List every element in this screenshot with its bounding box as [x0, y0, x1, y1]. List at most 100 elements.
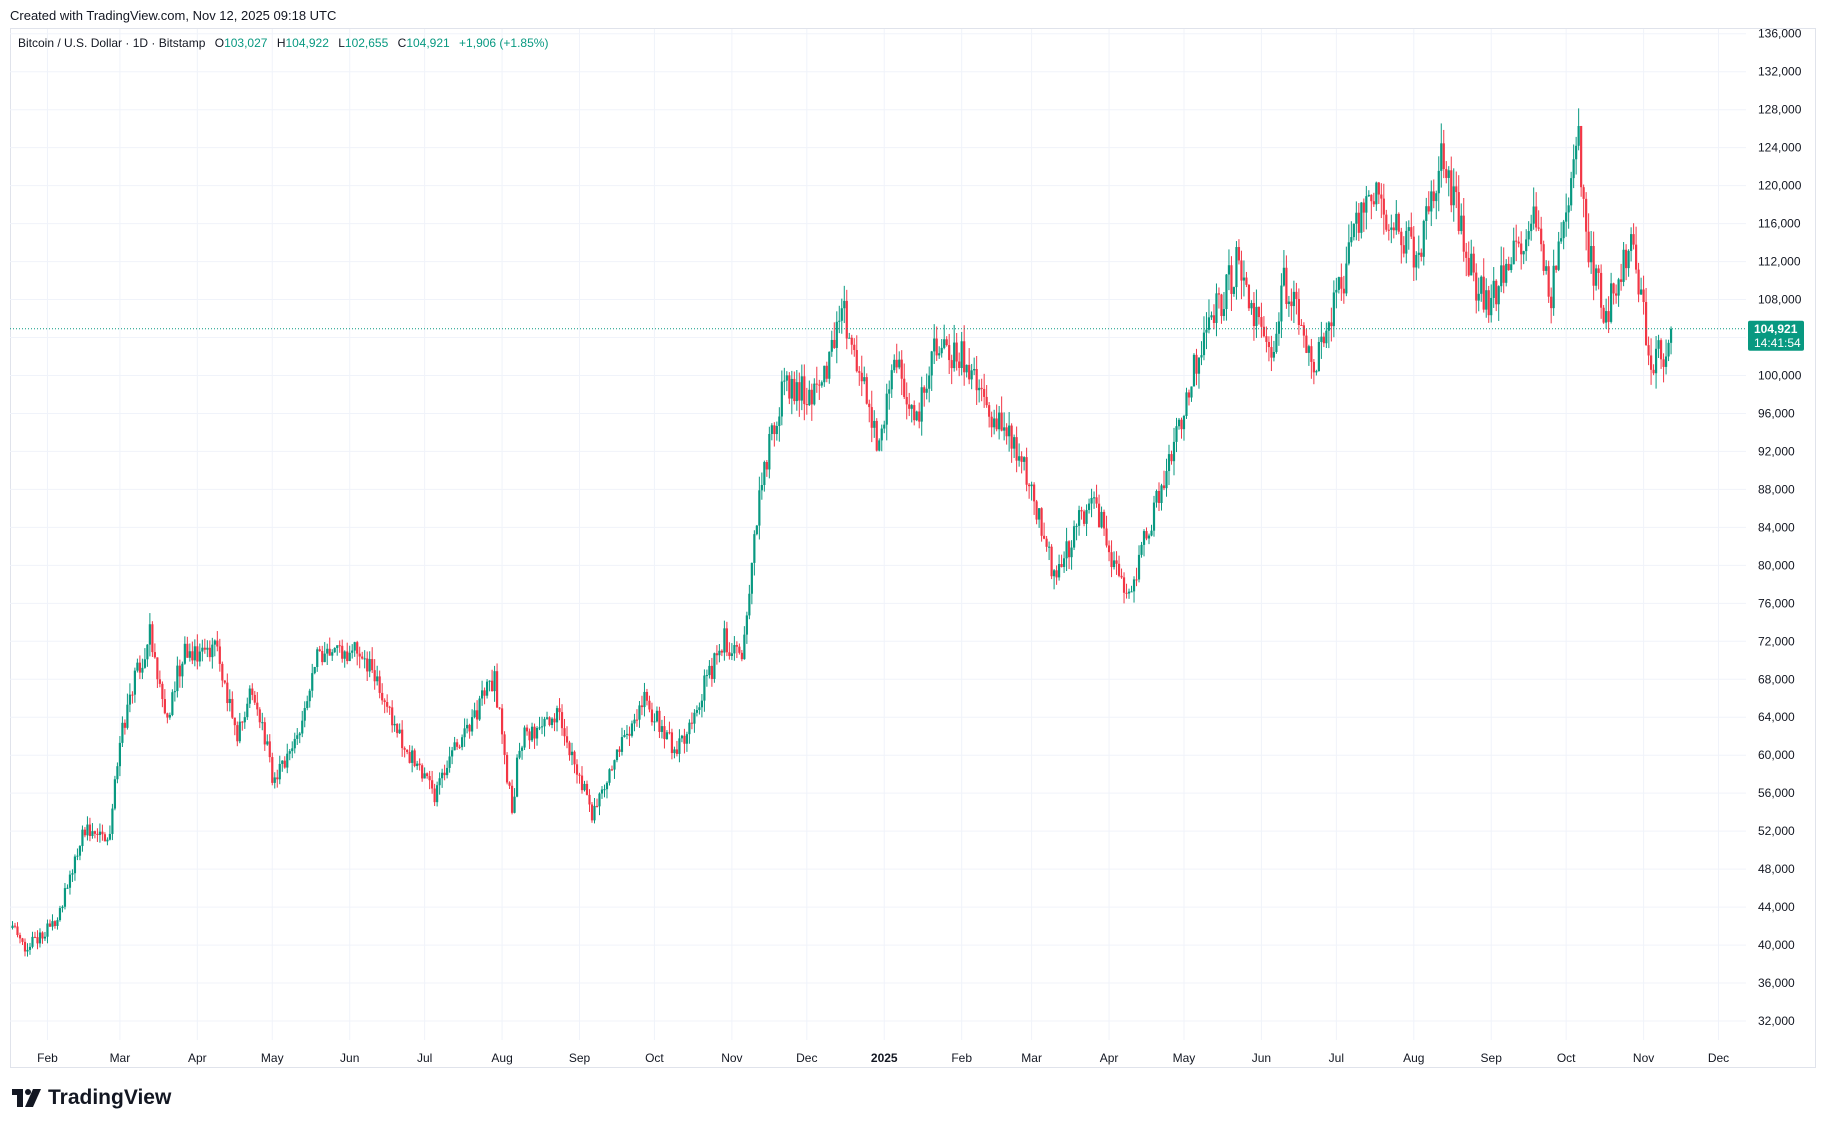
candle-body[interactable]: [1365, 196, 1368, 213]
candle-body[interactable]: [1235, 247, 1238, 288]
candle-body[interactable]: [723, 628, 726, 653]
candle-body[interactable]: [755, 525, 758, 535]
candle-body[interactable]: [361, 656, 364, 659]
candle-body[interactable]: [1060, 564, 1063, 567]
candle-body[interactable]: [121, 722, 124, 743]
candle-body[interactable]: [1045, 538, 1048, 547]
candle-body[interactable]: [313, 667, 316, 674]
candle-body[interactable]: [416, 763, 419, 766]
candle-body[interactable]: [273, 777, 276, 783]
candle-body[interactable]: [943, 339, 946, 348]
candle-body[interactable]: [1240, 260, 1243, 281]
candle-body[interactable]: [411, 750, 414, 763]
candle-body[interactable]: [1522, 251, 1525, 255]
candle-body[interactable]: [291, 748, 294, 752]
candle-body[interactable]: [720, 650, 723, 653]
candle-body[interactable]: [1512, 240, 1515, 265]
candle-body[interactable]: [1302, 325, 1305, 336]
candle-body[interactable]: [33, 936, 37, 938]
candle-body[interactable]: [1065, 541, 1068, 559]
candle-body[interactable]: [928, 375, 931, 389]
candle-body[interactable]: [333, 648, 336, 653]
candle-body[interactable]: [1132, 579, 1136, 592]
candle-body[interactable]: [1332, 292, 1335, 327]
candle-body[interactable]: [1055, 570, 1058, 578]
candle-body[interactable]: [266, 741, 269, 745]
candle-body[interactable]: [236, 725, 239, 742]
candle-body[interactable]: [1147, 535, 1151, 539]
candle-body[interactable]: [1135, 579, 1138, 581]
candle-body[interactable]: [1360, 202, 1363, 233]
candle-body[interactable]: [990, 416, 993, 428]
candle-body[interactable]: [181, 663, 184, 677]
candle-body[interactable]: [1535, 206, 1538, 228]
candle-body[interactable]: [490, 680, 494, 692]
candle-body[interactable]: [1015, 437, 1018, 461]
candle-body[interactable]: [1087, 503, 1091, 510]
candle-body[interactable]: [1112, 560, 1116, 568]
candle-body[interactable]: [765, 462, 768, 470]
candle-body[interactable]: [693, 712, 696, 724]
candle-body[interactable]: [1625, 249, 1628, 269]
candle-body[interactable]: [233, 717, 236, 726]
candle-body[interactable]: [670, 732, 674, 754]
candle-body[interactable]: [633, 719, 636, 724]
candle-body[interactable]: [860, 372, 863, 382]
candle-body[interactable]: [1470, 253, 1473, 276]
candle-body[interactable]: [206, 647, 209, 650]
candle-body[interactable]: [1440, 143, 1443, 171]
candle-body[interactable]: [371, 659, 374, 671]
candle-body[interactable]: [1445, 169, 1448, 178]
time-axis[interactable]: Feb Mar Apr May Jun Jul Aug Sep Oct Nov Dec 2025 Feb…: [37, 1051, 1729, 1065]
candle-body[interactable]: [1595, 268, 1598, 286]
candle-body[interactable]: [958, 361, 961, 368]
candle-body[interactable]: [156, 657, 159, 680]
candle-body[interactable]: [880, 428, 883, 441]
candle-body[interactable]: [431, 780, 434, 789]
candle-body[interactable]: [348, 652, 351, 662]
candle-body[interactable]: [1067, 541, 1071, 558]
candle-body[interactable]: [136, 662, 139, 671]
candle-body[interactable]: [271, 757, 274, 783]
candle-body[interactable]: [538, 727, 541, 729]
candle-body[interactable]: [803, 376, 806, 405]
candle-body[interactable]: [1552, 265, 1555, 309]
candle-body[interactable]: [495, 671, 499, 708]
candle-body[interactable]: [743, 634, 746, 660]
candle-body[interactable]: [580, 775, 584, 791]
candle-body[interactable]: [1215, 293, 1218, 323]
candle-body[interactable]: [1465, 251, 1468, 258]
candle-body[interactable]: [1422, 220, 1425, 257]
candle-body[interactable]: [1095, 497, 1098, 504]
candle-body[interactable]: [790, 378, 793, 399]
candle-body[interactable]: [1487, 290, 1490, 316]
candle-body[interactable]: [1205, 329, 1208, 333]
candle-body[interactable]: [793, 378, 796, 402]
candle-body[interactable]: [381, 692, 384, 701]
candle-body[interactable]: [323, 653, 326, 663]
candle-body[interactable]: [83, 829, 87, 836]
candle-body[interactable]: [655, 710, 659, 722]
candle-body[interactable]: [665, 732, 669, 740]
candle-body[interactable]: [703, 675, 706, 701]
candle-body[interactable]: [448, 756, 451, 768]
candle-body[interactable]: [608, 769, 611, 783]
candle-body[interactable]: [718, 650, 721, 656]
candle-body[interactable]: [316, 649, 319, 668]
candle-body[interactable]: [133, 670, 136, 695]
candle-body[interactable]: [228, 698, 231, 704]
candle-body[interactable]: [428, 776, 431, 781]
candle-body[interactable]: [221, 663, 224, 681]
candle-body[interactable]: [1262, 326, 1266, 337]
candle-body[interactable]: [471, 717, 474, 732]
candle-body[interactable]: [1080, 510, 1083, 512]
candle-body[interactable]: [910, 405, 913, 409]
candle-body[interactable]: [998, 412, 1001, 430]
candle-body[interactable]: [1607, 311, 1610, 322]
candle-body[interactable]: [331, 652, 334, 656]
candle-body[interactable]: [341, 645, 344, 659]
candle-body[interactable]: [1322, 336, 1325, 344]
candle-body[interactable]: [41, 932, 44, 939]
candle-body[interactable]: [463, 728, 466, 738]
candle-body[interactable]: [805, 404, 808, 406]
